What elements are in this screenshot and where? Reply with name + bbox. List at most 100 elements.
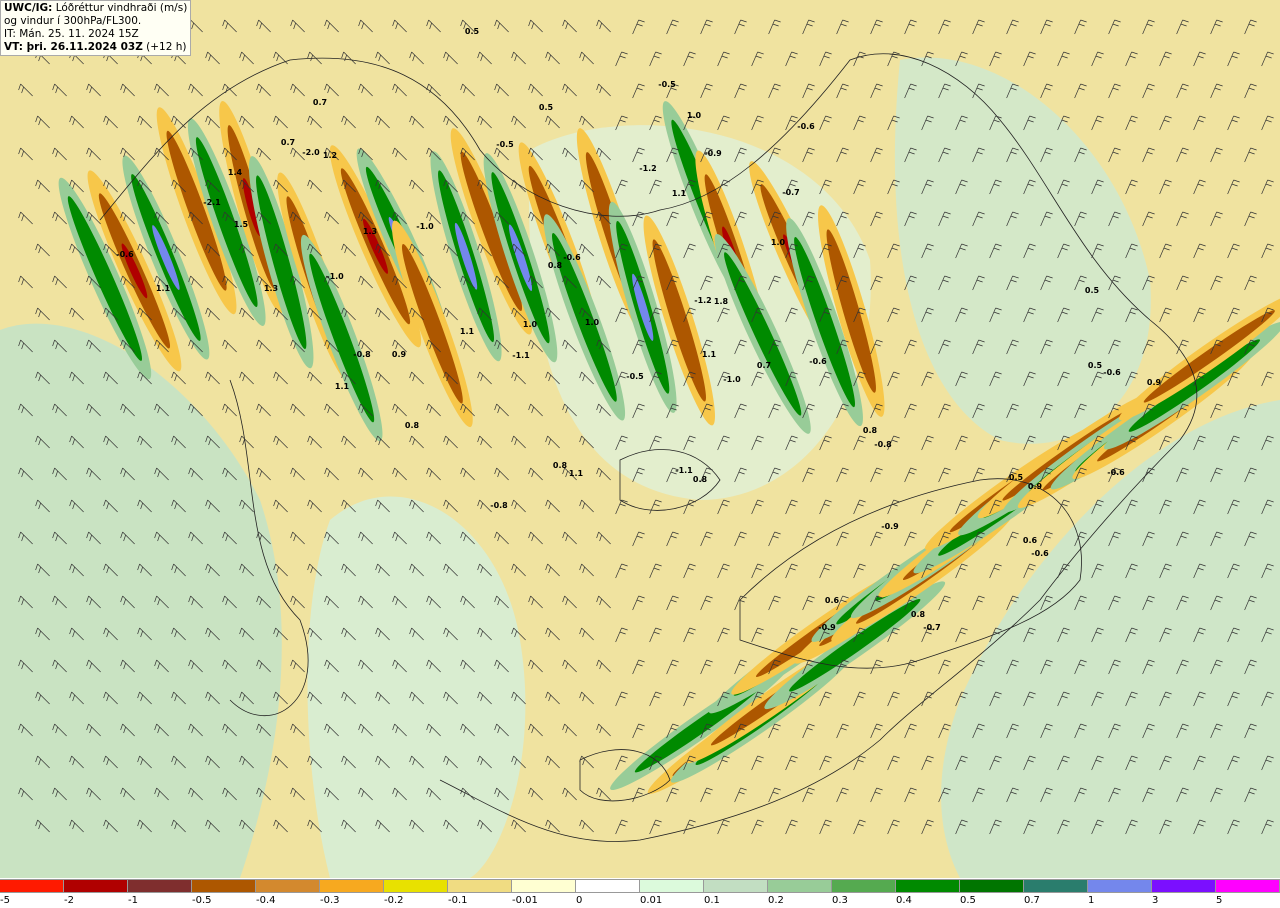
wind-barb <box>409 115 424 129</box>
wind-barb <box>511 819 526 833</box>
field-band <box>309 253 375 423</box>
wind-barb <box>154 147 169 161</box>
wind-barb <box>256 339 271 353</box>
contour-label: -0.8 <box>874 440 892 449</box>
wind-barb <box>69 563 84 577</box>
wind-barb <box>188 147 203 161</box>
wind-barb <box>1074 403 1087 419</box>
contour-label: 1.2 <box>323 151 337 160</box>
wind-barb <box>1244 19 1257 35</box>
wind-barb <box>341 243 356 257</box>
wind-barb <box>239 819 254 833</box>
legend-label: -5 <box>0 895 10 906</box>
wind-barb <box>1261 243 1274 259</box>
wind-barb <box>358 339 373 353</box>
wind-barb <box>921 179 934 195</box>
wind-barb <box>802 403 815 419</box>
wind-barb <box>751 307 764 323</box>
wind-barb <box>511 371 526 385</box>
wind-barb <box>666 659 679 675</box>
wind-barb <box>1125 627 1138 643</box>
wind-barb <box>1040 595 1053 611</box>
wind-barb <box>171 115 186 129</box>
wind-barb <box>955 755 968 771</box>
legend-label: -0.01 <box>512 895 538 906</box>
wind-barb <box>137 563 152 577</box>
legend-label: -0.4 <box>256 895 276 906</box>
field-band <box>508 224 533 291</box>
wind-barb <box>545 563 560 577</box>
wind-barb <box>307 627 322 641</box>
wind-barb <box>120 211 135 225</box>
wind-barb <box>545 51 560 65</box>
wind-barb <box>1159 435 1172 451</box>
wind-barb <box>69 371 84 385</box>
wind-barb <box>1193 115 1206 131</box>
wind-barb <box>239 563 254 577</box>
wind-barb <box>86 275 101 289</box>
wind-barb <box>1227 563 1240 579</box>
wind-barb <box>18 339 33 353</box>
wind-barb <box>426 723 441 737</box>
wind-barb <box>341 307 356 321</box>
wind-barb <box>989 371 1002 387</box>
wind-barb <box>1057 371 1070 387</box>
wind-barb <box>649 819 662 835</box>
wind-barb <box>1125 755 1138 771</box>
wind-barb <box>341 627 356 641</box>
wind-barb <box>528 403 543 417</box>
wind-barb <box>853 243 866 259</box>
wind-barb <box>579 755 594 769</box>
wind-barb <box>1142 595 1155 611</box>
wind-barb <box>358 787 373 801</box>
wind-barb <box>904 147 917 163</box>
wind-barb <box>1193 51 1206 67</box>
wind-barb <box>1210 83 1223 99</box>
wind-barb <box>632 339 645 355</box>
contour-label: 0.6 <box>825 596 840 605</box>
wind-barb <box>290 723 305 737</box>
wind-barb <box>1159 819 1172 835</box>
wind-barb <box>836 723 849 739</box>
wind-barb <box>443 179 458 193</box>
wind-barb <box>35 691 50 705</box>
wind-barb <box>683 563 696 579</box>
wind-barb <box>615 563 628 579</box>
wind-barb <box>1210 19 1223 35</box>
contour-label: -1.0 <box>326 272 344 281</box>
wind-barb <box>443 499 458 513</box>
wind-barb <box>1176 531 1189 547</box>
contour-label: 0.6 <box>1023 536 1038 545</box>
wind-barb <box>426 339 441 353</box>
wind-barb <box>1057 563 1070 579</box>
wind-barb <box>443 243 458 257</box>
legend-swatch <box>704 879 768 893</box>
contour-labels: 0.5 -0.5 0.5 1.0 -0.6 0.7 -0.5 0.7 -2.0 1.2 -0.9 -1… <box>116 27 1161 632</box>
wind-barb <box>562 211 577 225</box>
wind-barb <box>205 115 220 129</box>
weather-map[interactable]: 0.5 -0.5 0.5 1.0 -0.6 0.7 -0.5 0.7 -2.0 1.2 -0.9 -1… <box>0 0 1280 878</box>
wind-barb <box>972 275 985 291</box>
wind-barb <box>528 211 543 225</box>
wind-barb <box>154 595 169 609</box>
wind-barb <box>222 595 237 609</box>
wind-barb <box>1074 339 1087 355</box>
wind-barb <box>460 659 475 673</box>
wind-barb <box>887 243 900 259</box>
wind-barb <box>768 787 781 803</box>
wind-barb <box>341 819 356 833</box>
wind-barb <box>528 723 543 737</box>
wind-barb <box>649 371 662 387</box>
wind-barb <box>1142 83 1155 99</box>
wind-barb <box>683 51 696 67</box>
wind-barb <box>35 499 50 513</box>
wind-barb <box>632 83 645 99</box>
wind-barb <box>785 627 798 643</box>
wind-barb <box>120 467 135 481</box>
wind-barb <box>666 83 679 99</box>
wind-barb <box>870 19 883 35</box>
wind-barb <box>768 19 781 35</box>
wind-barb <box>154 403 169 417</box>
wind-barb <box>615 755 628 771</box>
wind-barb <box>1227 499 1240 515</box>
